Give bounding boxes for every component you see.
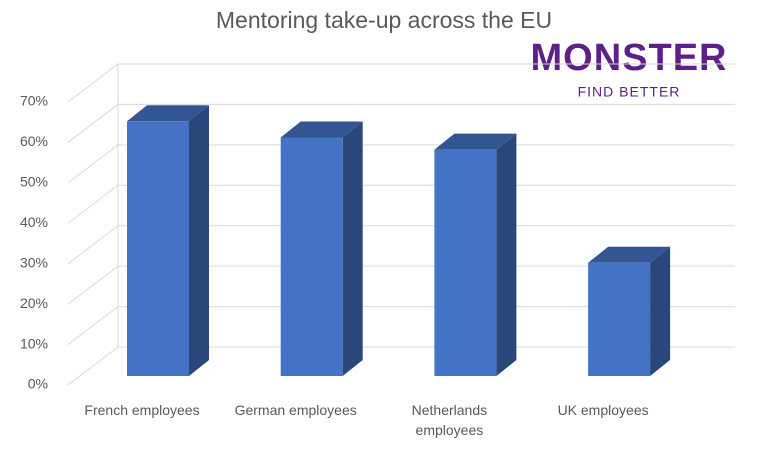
grid-line — [67, 103, 735, 143]
bar-top — [280, 121, 363, 138]
y-tick-label: 50% — [20, 174, 48, 190]
grid-line — [67, 184, 735, 224]
grid-line — [67, 265, 735, 305]
bar-top — [588, 246, 671, 263]
y-tick-label: 40% — [20, 214, 48, 230]
y-tick-label: 70% — [20, 93, 48, 109]
bar-front — [127, 121, 189, 376]
grid-line — [67, 225, 735, 265]
grid-line — [67, 63, 735, 103]
x-tick-label: Netherlands employees — [411, 402, 488, 438]
bar-side — [342, 121, 363, 376]
chart-title: Mentoring take-up across the EU — [216, 7, 552, 33]
grid-line — [67, 346, 735, 386]
grid-line — [67, 144, 735, 184]
bar-top — [127, 105, 209, 122]
bar-front — [588, 262, 651, 376]
x-tick-label: French employees — [84, 402, 200, 418]
x-tick-label: UK employees — [557, 402, 649, 418]
x-tick-label: German employees — [234, 402, 357, 418]
bar — [280, 121, 363, 376]
bar-side — [650, 246, 671, 376]
bar — [588, 246, 671, 376]
bar-front — [280, 137, 343, 376]
y-tick-label: 0% — [28, 376, 48, 392]
bar-side — [189, 105, 209, 377]
bar-front — [434, 149, 497, 376]
grid-line — [67, 306, 735, 345]
y-tick-label: 10% — [20, 335, 48, 351]
y-tick-label: 60% — [20, 133, 48, 149]
y-tick-label: 30% — [20, 254, 48, 270]
bar — [127, 105, 209, 377]
bar-side — [496, 133, 517, 376]
logo-name: MONSTER — [531, 37, 728, 79]
bar — [434, 133, 517, 376]
y-tick-label: 20% — [20, 295, 48, 311]
bar-top — [434, 133, 517, 150]
logo-tagline: FIND BETTER — [578, 84, 681, 100]
